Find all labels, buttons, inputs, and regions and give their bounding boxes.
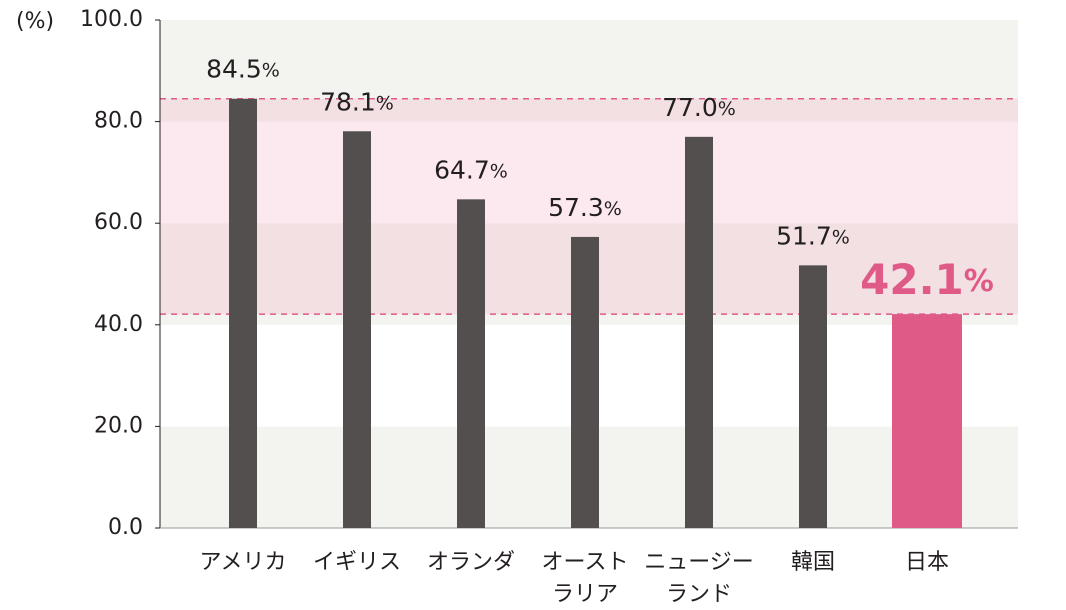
x-tick-label: ニュージー — [644, 550, 754, 575]
y-axis-label: (%) — [16, 9, 54, 34]
value-label: 51.7% — [776, 221, 850, 250]
bar — [571, 236, 599, 528]
y-tick-label: 60.0 — [94, 210, 143, 235]
value-label: 42.1% — [860, 255, 994, 304]
x-tick-label: オランダ — [427, 550, 515, 575]
value-label: 64.7% — [434, 155, 508, 184]
x-tick-label: ラリア — [552, 582, 618, 607]
y-tick-label: 100.0 — [80, 7, 143, 32]
x-tick-label: 韓国 — [791, 550, 835, 575]
y-tick-label: 80.0 — [94, 109, 143, 134]
y-tick-label: 40.0 — [94, 312, 143, 337]
bar — [799, 265, 827, 528]
bar — [892, 314, 962, 528]
x-tick-label: ランド — [666, 582, 732, 607]
y-tick-label: 0.0 — [108, 515, 143, 540]
x-tick-label: イギリス — [313, 550, 401, 575]
value-label: 84.5% — [206, 55, 280, 84]
value-label: 78.1% — [320, 87, 394, 116]
background-band — [160, 20, 1018, 122]
bar — [457, 199, 485, 528]
x-tick-label: オースト — [542, 550, 629, 575]
y-tick-label: 20.0 — [94, 413, 143, 438]
bar — [343, 131, 371, 528]
value-label: 57.3% — [548, 193, 622, 222]
x-tick-label: 日本 — [905, 550, 949, 575]
bar — [229, 98, 257, 529]
x-tick-label: アメリカ — [200, 550, 287, 575]
background-band — [160, 121, 1018, 224]
value-label: 77.0% — [662, 93, 736, 122]
bar — [685, 136, 713, 528]
